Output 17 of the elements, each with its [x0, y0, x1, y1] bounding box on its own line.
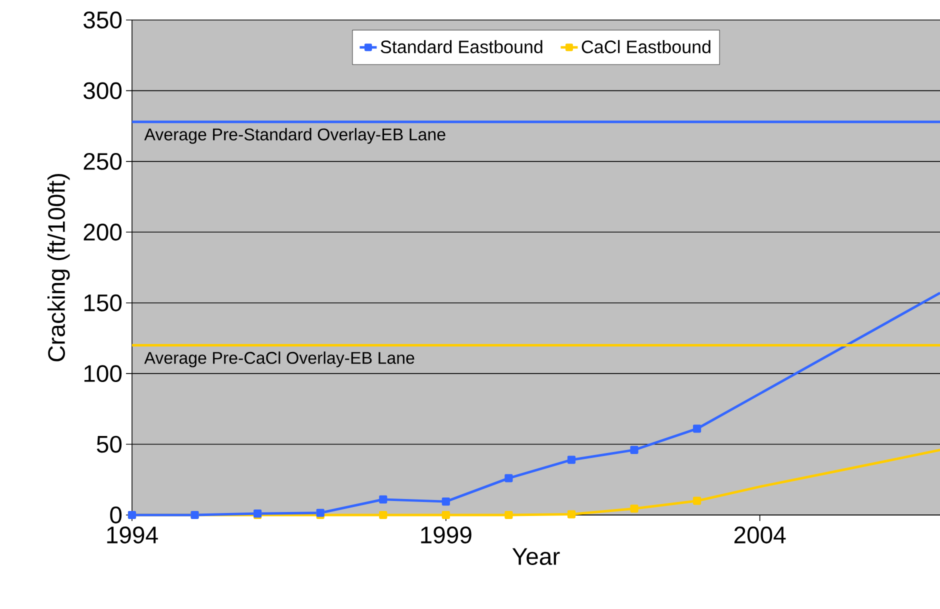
y-axis-title: Cracking (ft/100ft) [47, 174, 70, 362]
y-tick-label: 200 [84, 224, 122, 241]
x-tick-label: 1999 [421, 526, 472, 544]
y-tick-label: 100 [84, 365, 122, 382]
y-tick-label: 50 [96, 436, 122, 453]
legend-label: CaCl Eastbound [582, 40, 710, 54]
y-tick-label: 0 [110, 506, 122, 524]
x-tick-label: 2004 [734, 526, 786, 544]
x-axis-title: Year [512, 548, 560, 565]
ref-line-label: Average Pre-CaCl Overlay-EB Lane [144, 351, 414, 368]
ref-line-label: Average Pre-Standard Overlay-EB Lane [144, 128, 446, 144]
x-tick-label: 1994 [107, 526, 158, 544]
y-tick-label: 250 [84, 152, 122, 170]
y-tick-label: 300 [84, 82, 122, 100]
legend-label: Standard Eastbound [380, 40, 542, 54]
y-tick-label: 350 [84, 12, 122, 28]
y-tick-label: 150 [84, 294, 122, 312]
